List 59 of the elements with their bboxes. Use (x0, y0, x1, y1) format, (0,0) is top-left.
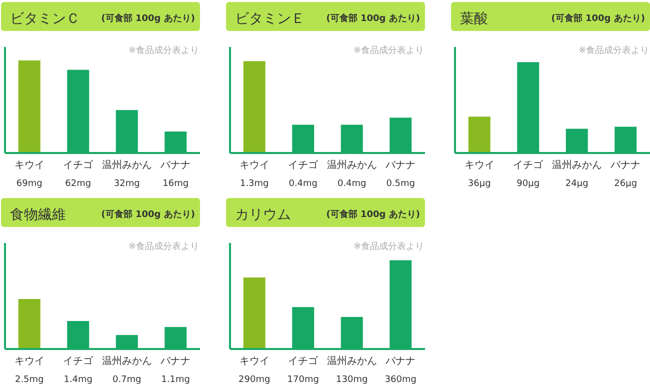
data-label: 90μg (516, 179, 540, 189)
x-tick-label: イチゴ (63, 355, 94, 367)
chart-subtitle: (可食部 100g あたり) (326, 209, 420, 220)
chart-title: ビタミンＥ (235, 11, 305, 27)
x-tick-label: イチゴ (513, 159, 544, 171)
data-label: 0.4mg (288, 179, 318, 189)
x-tick-label: キウイ (14, 356, 44, 367)
bar (18, 60, 40, 153)
data-label: 36μg (468, 179, 491, 189)
x-tick-label: 温州みかん (326, 159, 377, 171)
x-tick-label: イチゴ (63, 159, 94, 171)
x-tick-label: イチゴ (288, 355, 320, 367)
chart-subtitle: (可食部 100g あたり) (101, 13, 195, 24)
x-tick-label: バナナ (384, 356, 416, 367)
data-label: 24μg (565, 179, 588, 189)
chart-subtitle: (可食部 100g あたり) (326, 13, 420, 24)
x-tick-label: キウイ (464, 160, 494, 171)
x-tick-label: 温州みかん (552, 159, 602, 171)
x-tick-label: 温州みかん (102, 159, 152, 171)
bar (468, 116, 490, 153)
annotation: ※食品成分表より (578, 45, 649, 56)
data-label: 170mg (287, 375, 319, 385)
data-label: 360mg (384, 375, 416, 385)
data-label: 1.1mg (161, 375, 190, 385)
x-tick-label: キウイ (14, 160, 44, 171)
bar (243, 278, 266, 349)
x-tick-label: イチゴ (288, 159, 320, 171)
chart-title: 食物繊維 (10, 207, 66, 223)
data-label: 16mg (162, 179, 189, 189)
x-tick-label: 温州みかん (326, 355, 377, 367)
bar (18, 299, 40, 349)
chart-subtitle: (可食部 100g あたり) (101, 209, 195, 220)
data-label: 1.3mg (240, 179, 269, 189)
data-label: 130mg (336, 375, 368, 385)
data-label: 290mg (238, 375, 270, 385)
x-tick-label: 温州みかん (102, 355, 152, 367)
chart-title: 葉酸 (460, 11, 488, 27)
annotation: ※食品成分表より (128, 45, 199, 56)
data-label: 26μg (614, 179, 638, 189)
data-label: 32mg (114, 179, 140, 189)
data-label: 69mg (16, 179, 42, 189)
annotation: ※食品成分表より (353, 45, 424, 56)
annotation: ※食品成分表より (353, 241, 424, 252)
x-tick-label: バナナ (160, 160, 191, 171)
x-tick-label: キウイ (239, 356, 270, 367)
chart-subtitle: (可食部 100g あたり) (551, 13, 645, 24)
chart-title: ビタミンＣ (10, 11, 80, 27)
chart-title: カリウム (235, 207, 291, 223)
data-label: 0.4mg (337, 179, 366, 189)
data-label: 2.5mg (14, 375, 44, 385)
x-tick-label: バナナ (384, 160, 416, 171)
data-label: 0.5mg (386, 179, 416, 189)
x-tick-label: バナナ (160, 356, 191, 367)
data-label: 1.4mg (64, 375, 93, 385)
x-tick-label: キウイ (239, 160, 270, 171)
x-tick-label: バナナ (610, 160, 641, 171)
data-label: 62mg (65, 179, 92, 189)
annotation: ※食品成分表より (128, 241, 199, 252)
data-label: 0.7mg (112, 375, 142, 385)
